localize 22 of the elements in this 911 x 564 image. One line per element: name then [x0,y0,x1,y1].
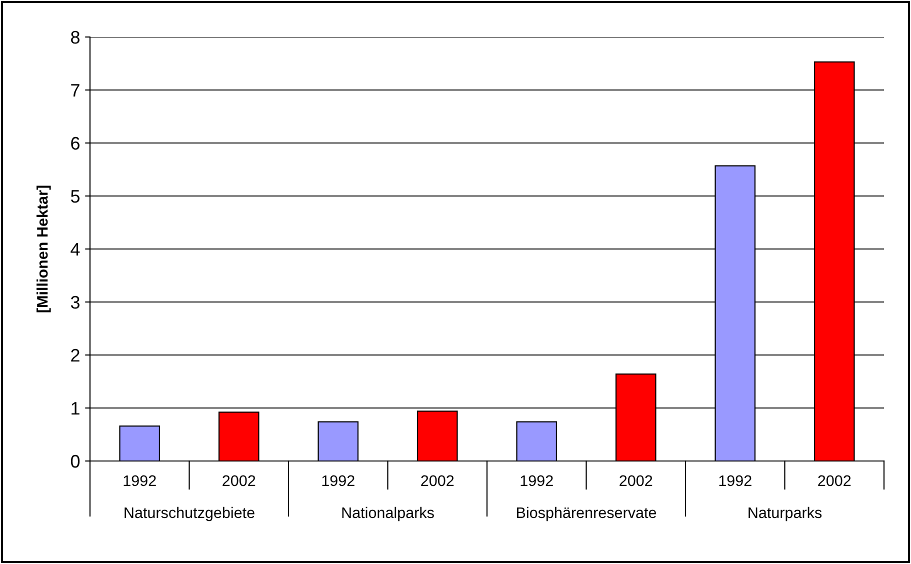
text: 1992 [719,475,752,486]
legend-label: 1992 [124,475,156,486]
x-tick-label: Biosphärenreservate [517,506,656,522]
x-tick-label: Naturparks [748,506,822,522]
text: 2002 [620,475,652,486]
y-axis-title: [Millionen Hektar] [36,186,51,312]
text: 1992 [322,475,354,486]
y-tick-label: 1 [72,402,80,415]
y-tick-label: 8 [71,30,80,44]
text: 1992 [520,475,553,486]
legend-label: 2002 [818,475,851,486]
y-tick-label: 0 [70,454,80,468]
y-tick-label: 5 [70,190,80,203]
y-tick-label: 7 [71,84,80,97]
y-tick-label: 3 [70,296,80,309]
y-tick-label: 6 [71,136,80,150]
y-tick-label: 2 [71,348,80,362]
text: 2002 [222,475,256,486]
y-tick-label: 4 [70,243,80,256]
x-tick-label: Nationalparks [342,506,434,522]
text: 2002 [421,475,454,486]
x-tick-label: Naturschutzgebiete [124,506,254,522]
